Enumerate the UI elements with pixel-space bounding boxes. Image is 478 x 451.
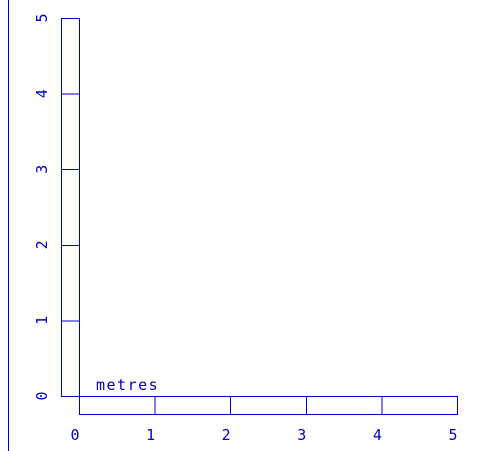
- x-tick-label: 2: [222, 426, 231, 444]
- x-tick-label: 0: [70, 426, 79, 444]
- vertical-scale-segment: [61, 93, 80, 171]
- x-tick-label: 4: [373, 426, 382, 444]
- x-tick-label: 3: [297, 426, 306, 444]
- vertical-scale-segment: [61, 169, 80, 246]
- unit-label: metres: [96, 376, 159, 394]
- x-tick-label: 5: [448, 426, 457, 444]
- vertical-scale-segment: [61, 18, 80, 95]
- horizontal-scale-segment: [79, 396, 156, 415]
- y-tick-label: 3: [33, 165, 51, 174]
- horizontal-scale-bar: [79, 396, 458, 415]
- horizontal-scale-segment: [230, 396, 307, 415]
- x-tick-labels: 0 1 2 3 4 5: [70, 426, 457, 444]
- horizontal-scale-segment: [154, 396, 232, 415]
- vertical-scale-bar: [61, 18, 80, 397]
- vertical-scale-segment: [61, 320, 80, 397]
- vertical-scale-segment: [61, 244, 80, 322]
- x-tick-label: 1: [146, 426, 155, 444]
- y-tick-label: 4: [33, 89, 51, 98]
- horizontal-scale-segment: [381, 396, 458, 415]
- y-tick-label: 2: [33, 240, 51, 249]
- y-tick-label: 1: [33, 316, 51, 325]
- y-tick-labels: 0 1 2 3 4 5: [33, 13, 51, 400]
- horizontal-scale-segment: [305, 396, 383, 415]
- y-tick-label: 5: [33, 13, 51, 22]
- y-tick-label: 0: [33, 391, 51, 400]
